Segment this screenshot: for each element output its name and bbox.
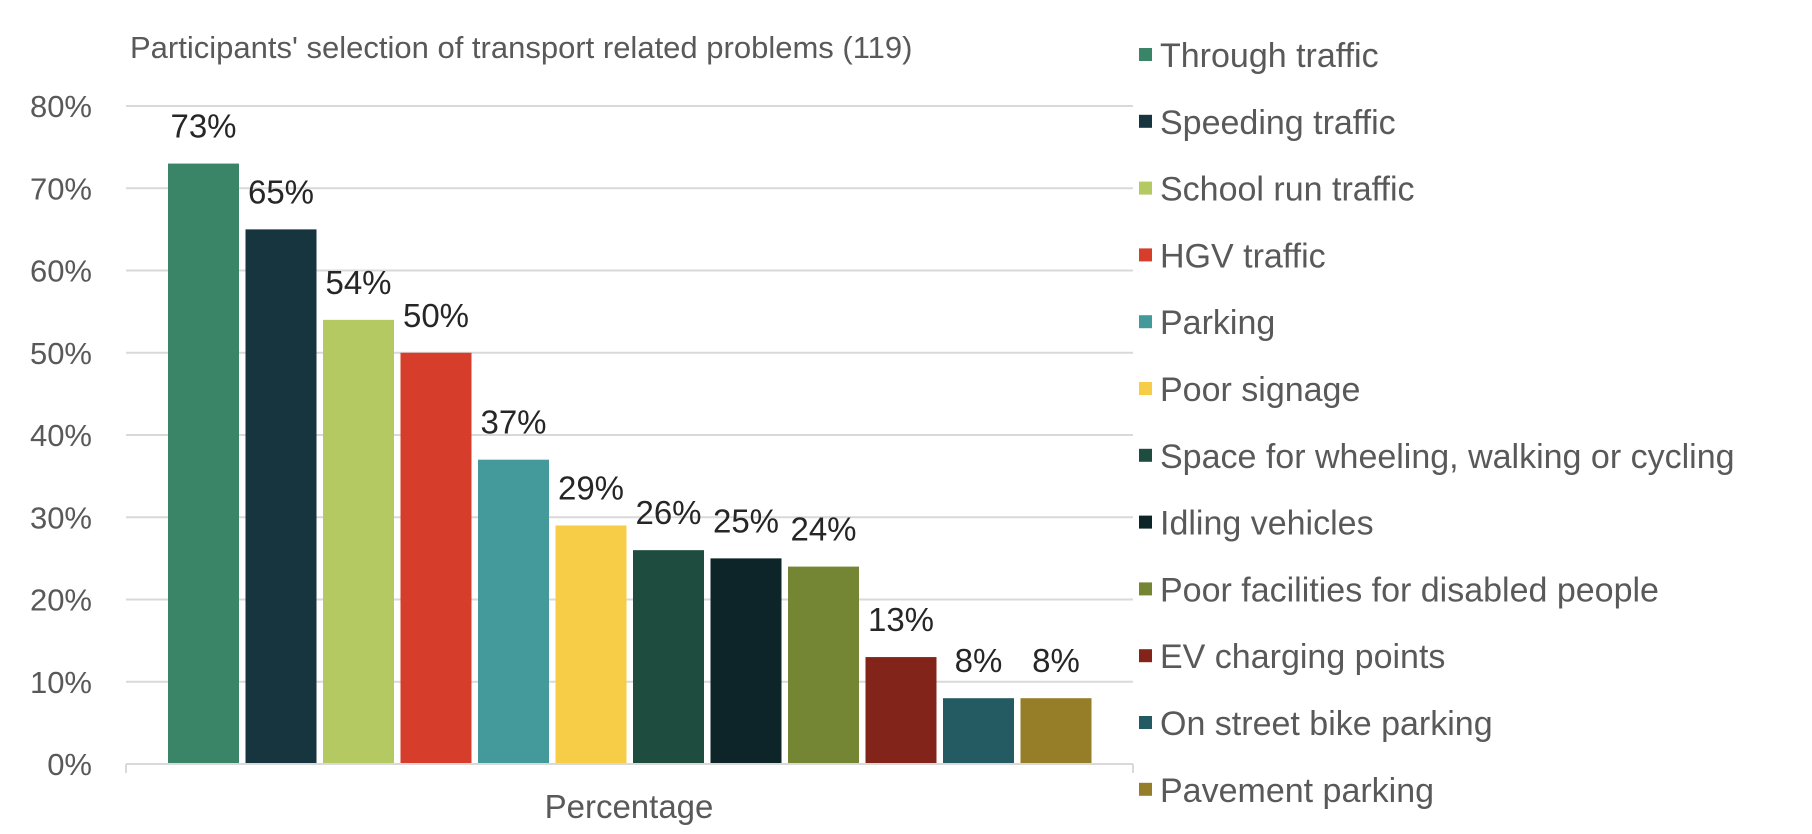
x-axis-label: Percentage <box>545 788 714 825</box>
legend-label-11: On street bike parking <box>1160 705 1493 743</box>
data-label-6: 29% <box>558 469 624 506</box>
legend-label-7: Space for wheeling, walking or cycling <box>1160 438 1735 476</box>
bars <box>168 163 1092 764</box>
data-labels: 73% 65% 54% 50% 37% 29% 26% 25% 24% 13% 8% 8% <box>170 108 1079 680</box>
legend-label-8: Idling vehicles <box>1160 505 1374 543</box>
legend-label-9: Poor facilities for disabled people <box>1160 571 1659 609</box>
legend-swatch-3 <box>1139 181 1152 195</box>
y-tick-label: 70% <box>30 171 92 206</box>
bar-8 <box>710 558 782 764</box>
data-label-5: 37% <box>480 404 546 441</box>
bar-11 <box>943 698 1014 764</box>
data-label-7: 26% <box>635 494 701 531</box>
legend-label-4: HGV traffic <box>1160 237 1326 275</box>
legend-label-5: Parking <box>1160 304 1275 342</box>
y-tick-label: 10% <box>30 665 92 700</box>
bar-1 <box>168 163 239 764</box>
y-tick-label: 60% <box>30 254 92 289</box>
bar-12 <box>1020 698 1092 764</box>
legend-swatch-2 <box>1139 114 1152 128</box>
data-label-2: 65% <box>248 173 314 210</box>
bar-5 <box>478 459 549 764</box>
legend-swatch-9 <box>1139 582 1152 596</box>
legend-label-10: EV charging points <box>1160 638 1445 676</box>
legend-label-12: Pavement parking <box>1160 772 1434 810</box>
data-label-1: 73% <box>170 108 236 145</box>
bar-9 <box>788 566 859 764</box>
data-label-11: 8% <box>955 642 1003 679</box>
legend-label-2: Speeding traffic <box>1160 104 1396 142</box>
y-tick-label: 30% <box>30 500 92 535</box>
y-axis-tick-labels: 0% 10% 20% 30% 40% 50% 60% 70% 80% <box>30 89 92 782</box>
legend-swatch-6 <box>1139 382 1152 395</box>
bar-7 <box>633 550 704 764</box>
legend-label-1: Through traffic <box>1160 37 1379 75</box>
data-label-12: 8% <box>1032 642 1080 679</box>
legend-swatch-4 <box>1139 248 1152 262</box>
y-tick-label: 0% <box>47 747 92 782</box>
bar-4 <box>400 352 472 764</box>
data-label-4: 50% <box>403 297 469 334</box>
y-tick-label: 40% <box>30 418 92 453</box>
chart-title: Participants' selection of transport rel… <box>130 30 912 65</box>
y-tick-label: 20% <box>30 583 92 618</box>
bar-3 <box>323 319 394 764</box>
data-label-10: 13% <box>868 601 934 638</box>
legend-swatch-11 <box>1139 716 1152 729</box>
legend: Through traffic Speeding traffic School ru… <box>1139 37 1735 810</box>
bar-2 <box>245 229 317 764</box>
bar-6 <box>555 525 627 764</box>
legend-swatch-12 <box>1139 782 1152 796</box>
legend-swatch-10 <box>1139 649 1152 663</box>
y-tick-label: 80% <box>30 89 92 124</box>
data-label-8: 25% <box>713 502 779 539</box>
legend-swatch-8 <box>1139 515 1152 529</box>
legend-label-6: Poor signage <box>1160 371 1360 409</box>
data-label-3: 54% <box>325 264 391 301</box>
bar-10 <box>865 657 937 764</box>
legend-label-3: School run traffic <box>1160 171 1415 209</box>
legend-swatch-1 <box>1139 48 1152 61</box>
data-label-9: 24% <box>790 511 856 548</box>
legend-swatch-7 <box>1139 448 1152 462</box>
legend-swatch-5 <box>1139 315 1152 329</box>
y-tick-label: 50% <box>30 336 92 371</box>
